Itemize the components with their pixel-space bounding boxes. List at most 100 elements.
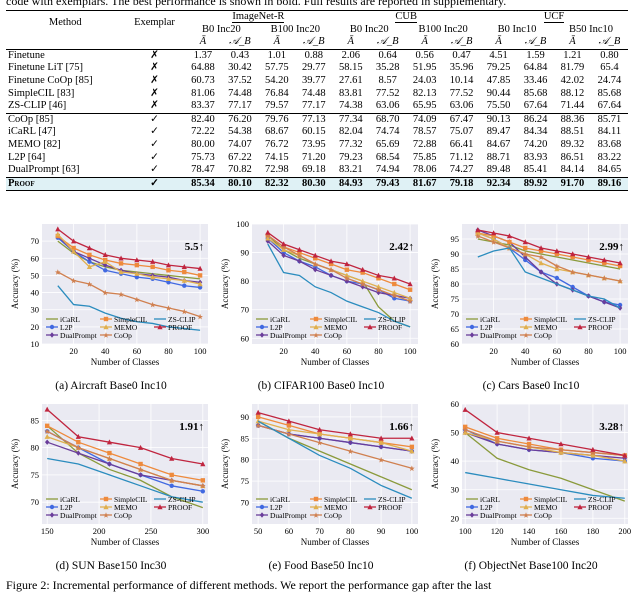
data-point	[255, 422, 261, 429]
data-point	[526, 447, 532, 453]
data-point	[265, 229, 271, 235]
data-point	[118, 261, 124, 266]
table-cell: 79.18	[443, 176, 481, 192]
legend-label: CoOp	[324, 331, 342, 340]
data-point	[149, 301, 156, 308]
table-cell: 65.69	[375, 138, 400, 150]
table-cell: 24.03	[412, 74, 437, 86]
metric-a: Ā	[569, 36, 576, 48]
data-point	[313, 324, 319, 330]
data-point	[76, 439, 81, 445]
table-cell: 89.92	[517, 176, 554, 192]
table-row: DualPrompt [63] ✓ 78.47 70.82 72.98 69.18 83.2…	[6, 164, 628, 177]
data-point	[103, 512, 109, 518]
table-row: Finetune ✗ 1.37 0.43 1.01 0.88 2.06 0.64 0.56 0.4…	[6, 48, 628, 63]
data-point	[182, 269, 187, 275]
data-point	[622, 452, 628, 458]
data-point	[347, 435, 353, 441]
series-line-memo	[57, 233, 201, 285]
method-name: MEMO [82]	[8, 138, 61, 150]
table-cell: 1.21	[554, 48, 591, 63]
data-point	[281, 246, 287, 252]
table-cell: 67.64	[523, 100, 548, 112]
table-cell: 77.17	[228, 100, 252, 112]
x-tick-label: 160	[555, 526, 568, 536]
header-group-0: ImageNet-R	[232, 11, 285, 23]
rows-with-exemplar: CoOp [85] ✓ 82.40 76.20 79.76 77.13 77.34 68.70…	[6, 112, 628, 177]
data-point	[313, 267, 318, 273]
x-tick-label: 60	[343, 346, 352, 356]
sub-0-0: B0 Inc20	[202, 23, 241, 35]
legend-label: PROOF	[378, 503, 402, 512]
data-point	[407, 295, 413, 301]
data-point	[134, 296, 140, 303]
data-point	[181, 277, 187, 283]
data-point	[150, 274, 156, 280]
data-point	[344, 261, 350, 267]
table-cell: 0.64	[369, 48, 407, 63]
series-line-coop	[257, 424, 413, 469]
data-point	[313, 256, 318, 261]
table-cell: 75.50	[486, 100, 511, 112]
data-point	[569, 269, 576, 275]
x-tick-label: 20	[279, 346, 288, 356]
data-point	[169, 472, 174, 478]
method-name: DualPrompt [63]	[8, 164, 80, 176]
data-point	[265, 235, 271, 241]
y-tick-label: 70	[31, 236, 40, 246]
data-point	[475, 233, 481, 239]
x-tick-label: 40	[521, 346, 530, 356]
table-cell: 8.57	[378, 74, 397, 86]
data-point	[577, 324, 583, 330]
metric-b: 𝒜_B	[450, 36, 473, 48]
table-row: ZS-CLIP [46] ✗ 83.37 77.17 79.57 77.17 74.38 63…	[6, 100, 628, 113]
chart-caption: (d) SUN Base150 Inc30	[55, 560, 167, 572]
legend-label: L2P	[60, 503, 73, 512]
table-cell: 74.48	[228, 87, 252, 99]
table-cell: 83.37	[191, 100, 215, 112]
data-point	[469, 504, 475, 510]
series-line-zs-clip	[257, 420, 413, 499]
table-cell: 74.38	[338, 100, 363, 112]
y-tick-label: 70	[241, 498, 250, 508]
data-point	[259, 324, 265, 330]
table-cell: 79.23	[338, 151, 363, 163]
data-point	[585, 254, 592, 260]
legend-label: ZS-CLIP	[168, 315, 196, 324]
y-tick-label: 20	[451, 513, 460, 523]
x-tick-label: 80	[164, 346, 173, 356]
table-cell: 72.98	[265, 164, 289, 176]
table-cell: 84.93	[332, 176, 370, 192]
legend-label: SimpleCIL	[114, 315, 148, 324]
legend-label: DualPrompt	[270, 511, 308, 520]
data-point	[378, 435, 384, 441]
series-line-memo	[267, 237, 411, 299]
legend-label: ZS-CLIP	[168, 495, 196, 504]
legend-label: PROOF	[168, 503, 192, 512]
table-cell: 37.52	[228, 74, 252, 86]
metric-b: 𝒜_B	[524, 36, 547, 48]
chart-4: 70 75 80 85 150 200 250 300 Number of Classes Acc…	[8, 398, 214, 563]
data-point	[360, 270, 365, 275]
data-point	[462, 429, 468, 435]
legend-label: DualPrompt	[60, 511, 98, 520]
y-tick-label: 75	[451, 294, 460, 304]
chart-caption: (f) ObjectNet Base100 Inc20	[464, 560, 598, 572]
data-point	[617, 260, 623, 266]
x-tick-label: 200	[93, 526, 106, 536]
series-line-zs-clip	[477, 247, 621, 309]
table-row: iCaRL [47] ✓ 72.22 54.38 68.67 60.15 82.04 74.7…	[6, 126, 628, 139]
x-tick-label: 60	[133, 346, 142, 356]
method-name: CoOp [85]	[6, 112, 125, 127]
gap-annotation: 2.42↑	[389, 241, 414, 253]
x-tick-label: 100	[404, 346, 417, 356]
results-table: Method Exemplar ImageNet-R CUB UCF B0 In…	[6, 10, 628, 192]
data-point	[313, 512, 319, 518]
data-point	[494, 429, 500, 435]
x-tick-label: 150	[41, 526, 54, 536]
table-row: L2P [64] ✓ 75.73 67.22 74.15 71.20 79.23 68.54 7…	[6, 152, 628, 165]
exemplar-mark: ✓	[124, 112, 185, 127]
data-point	[169, 455, 175, 461]
table-cell: 33.46	[523, 74, 548, 86]
gap-annotation: 5.5↑	[185, 241, 204, 253]
